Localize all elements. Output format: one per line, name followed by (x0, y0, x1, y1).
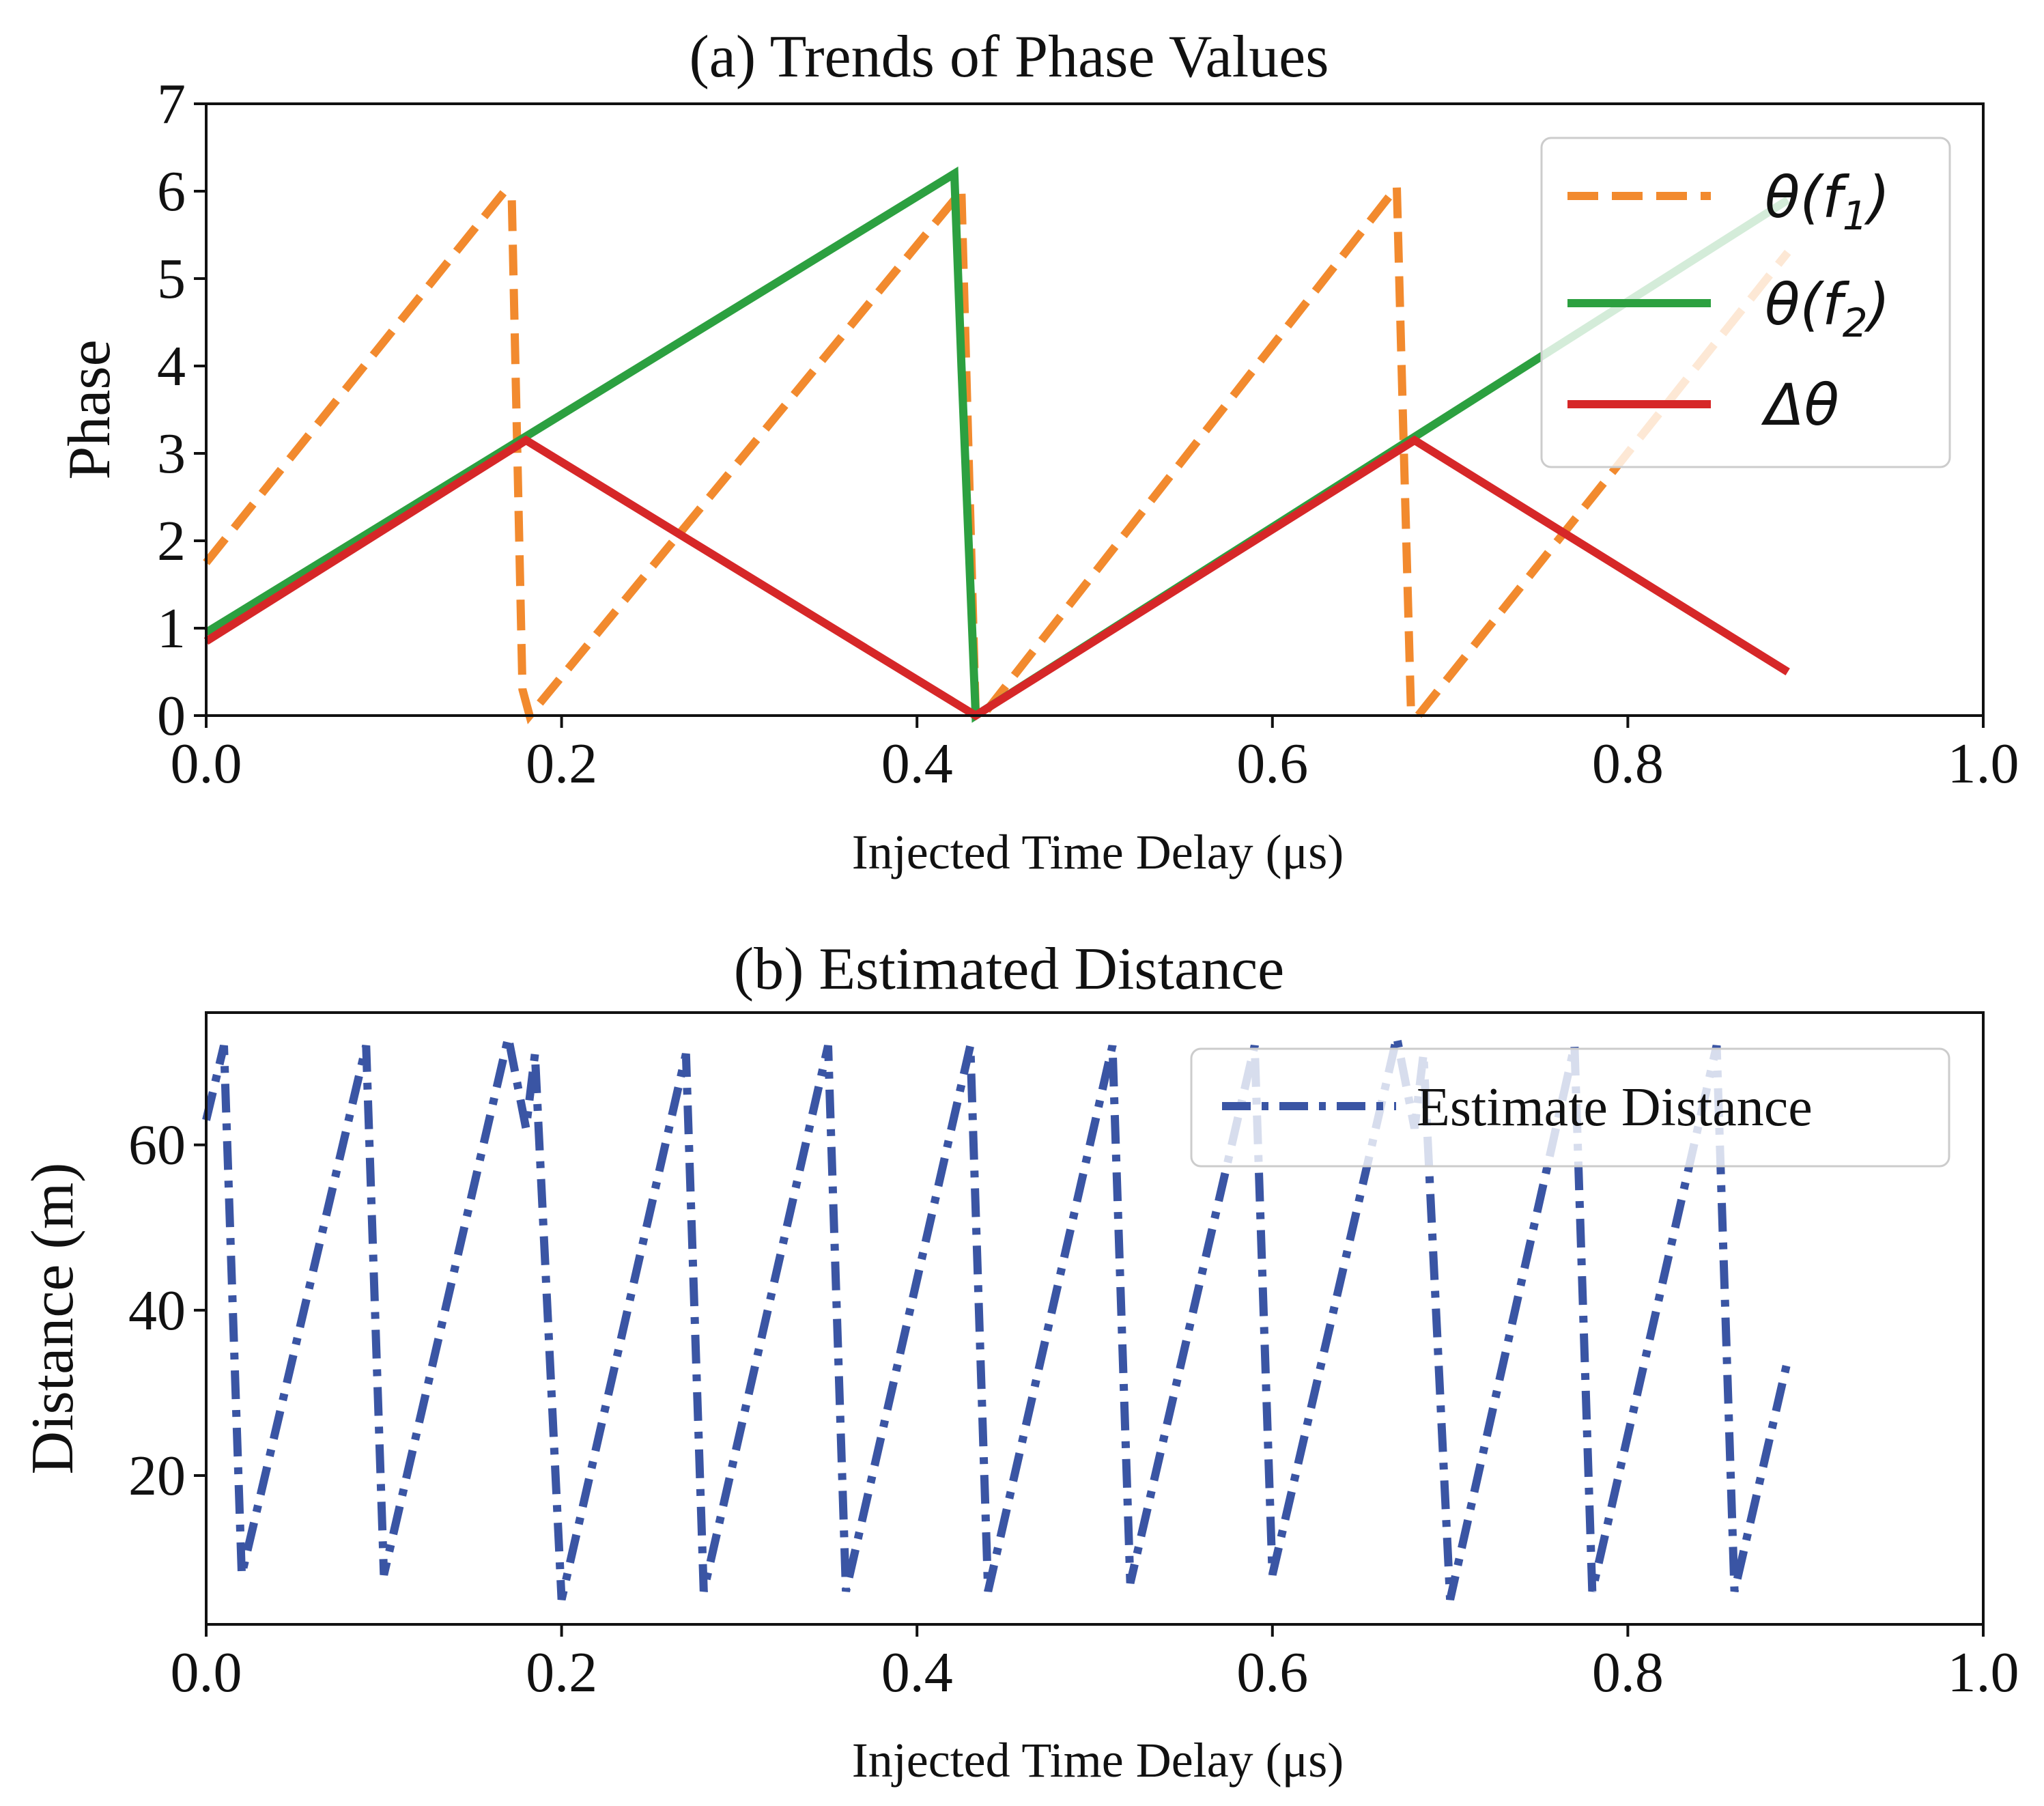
x-tick-label-0-0: 0.0 (171, 732, 242, 795)
y-tick-label-0-4: 4 (157, 335, 186, 398)
x-tick-label-0-4: 0.8 (1592, 732, 1664, 795)
phase-chart: (a) Trends of Phase Values 0.0 0.2 0.4 0.6 0… (57, 24, 2019, 879)
phase-chart-legend: θ(f1) θ(f2) Δθ (1540, 137, 1951, 468)
x-tick-label-1-3: 0.6 (1236, 1641, 1308, 1704)
series-line-1-0 (202, 1036, 1792, 1601)
distance-chart: (b) Estimated Distance 0.0 0.2 0.4 0.6 0.8 1.… (20, 936, 2019, 1788)
series-line-0-2 (203, 435, 1790, 721)
distance-chart-y-ticks: 20 40 60 (128, 1114, 206, 1508)
distance-chart-frame (205, 1011, 1985, 1626)
x-tick-label-1-2: 0.4 (881, 1641, 953, 1704)
distance-chart-lines (202, 1036, 1792, 1601)
y-tick-label-1-0: 20 (128, 1444, 186, 1508)
phase-chart-title: (a) Trends of Phase Values (690, 24, 1329, 90)
legend-label-theta-f2: θ(f2) (1765, 271, 1890, 346)
legend-label-estimate-distance: Estimate Distance (1417, 1077, 1813, 1138)
x-tick-label-1-4: 0.8 (1592, 1641, 1664, 1704)
x-tick-label-0-5: 1.0 (1948, 732, 2019, 795)
x-tick-label-1-1: 0.2 (526, 1641, 597, 1704)
phase-chart-y-label: Phase (57, 339, 123, 479)
x-tick-label-0-3: 0.6 (1236, 732, 1308, 795)
x-tick-label-1-5: 1.0 (1948, 1641, 2019, 1704)
y-tick-label-1-2: 60 (128, 1114, 186, 1177)
distance-chart-y-label: Distance (m) (20, 1163, 86, 1475)
y-tick-label-0-1: 1 (157, 597, 186, 660)
phase-chart-x-label: Injected Time Delay (μs) (852, 825, 1344, 879)
distance-chart-title: (b) Estimated Distance (734, 936, 1284, 1002)
y-tick-label-0-3: 3 (157, 422, 186, 485)
phase-chart-x-ticks: 0.0 0.2 0.4 0.6 0.8 1.0 (171, 716, 2019, 795)
distance-chart-x-label: Injected Time Delay (μs) (852, 1733, 1344, 1788)
distance-chart-legend-box (1190, 1047, 1950, 1168)
legend-label-delta-theta: Δθ (1761, 371, 1839, 438)
y-tick-label-0-5: 5 (157, 247, 186, 311)
legend-label-theta-f1: θ(f1) (1765, 164, 1890, 239)
phase-chart-y-ticks: 0 1 2 3 4 5 6 7 (157, 72, 206, 748)
phase-chart-frame (205, 102, 1985, 717)
phase-chart-legend-box (1540, 137, 1951, 468)
y-tick-label-0-0: 0 (157, 684, 186, 748)
x-tick-label-0-2: 0.4 (881, 732, 953, 795)
distance-chart-legend: Estimate Distance (1190, 1047, 1950, 1168)
x-tick-label-0-1: 0.2 (526, 732, 597, 795)
x-tick-label-1-0: 0.0 (171, 1641, 242, 1704)
y-tick-label-1-1: 40 (128, 1279, 186, 1342)
y-tick-label-0-2: 2 (157, 509, 186, 573)
y-tick-label-0-6: 6 (157, 160, 186, 223)
distance-chart-x-ticks: 0.0 0.2 0.4 0.6 0.8 1.0 (171, 1624, 2019, 1704)
y-tick-label-0-7: 7 (157, 72, 186, 136)
